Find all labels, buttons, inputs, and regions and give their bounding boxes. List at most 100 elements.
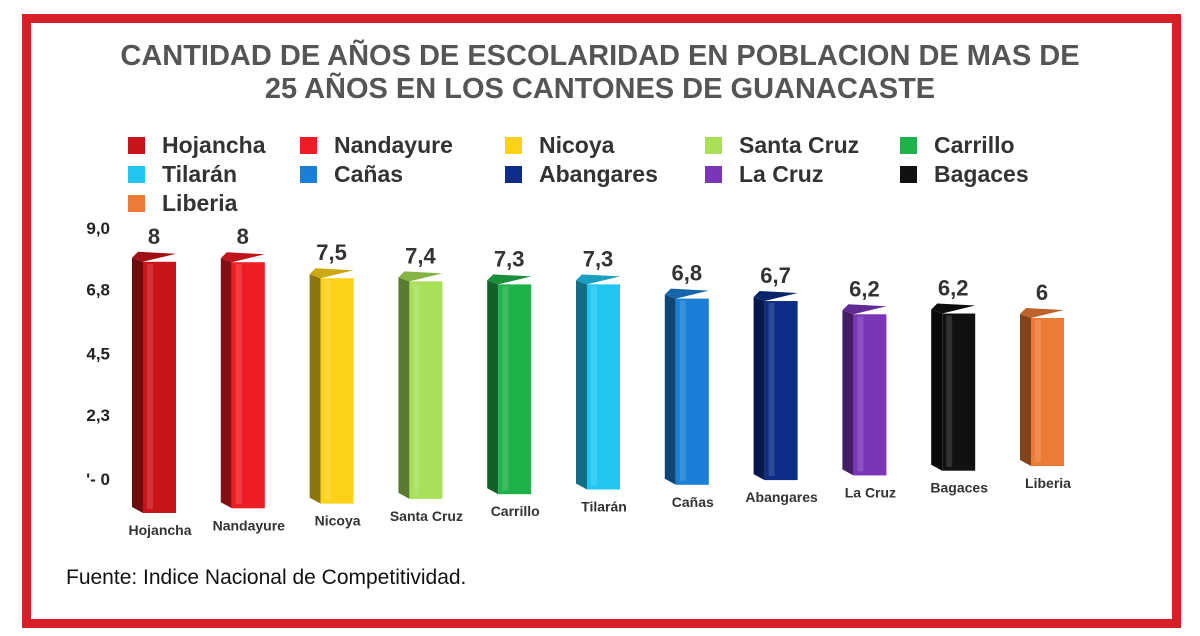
- legend-item-nicoya: Nicoya: [505, 132, 614, 158]
- y-tick-label: 9,0: [86, 219, 110, 238]
- x-tick-label: Hojancha: [128, 522, 191, 538]
- legend-swatch: [705, 136, 722, 154]
- bar-top: [664, 288, 709, 299]
- legend-label: Abangares: [539, 160, 658, 187]
- title-line-1: CANTIDAD DE AÑOS DE ESCOLARIDAD EN POBLA…: [120, 40, 1080, 72]
- bar-top: [220, 252, 265, 263]
- legend-item-carrillo: Carrillo: [900, 132, 1015, 158]
- bar-side: [576, 280, 587, 490]
- data-label: 8: [237, 224, 249, 249]
- data-label: 7,3: [583, 246, 614, 271]
- legend-item-hojancha: Hojancha: [128, 132, 266, 158]
- legend-swatch: [705, 165, 722, 183]
- bar-side: [132, 257, 143, 513]
- legend-label: Bagaces: [934, 160, 1029, 187]
- legend-label: La Cruz: [739, 160, 824, 187]
- legend-item-tilaran: Tilarán: [128, 161, 237, 187]
- bar-top: [398, 271, 443, 282]
- bar-top: [931, 303, 976, 314]
- chart-title: CANTIDAD DE AÑOS DE ESCOLARIDAD EN POBLA…: [0, 40, 1200, 106]
- bar-highlight: [857, 316, 864, 472]
- legend-swatch: [128, 165, 145, 183]
- data-label: 6,7: [760, 263, 791, 288]
- legend-label: Nandayure: [334, 131, 453, 158]
- bar-highlight: [235, 264, 242, 505]
- bar-highlight: [1035, 320, 1041, 462]
- bar-top: [753, 291, 798, 302]
- bar-abangares: [753, 291, 798, 481]
- x-tick-label: Abangares: [745, 489, 818, 505]
- bar-side: [753, 297, 765, 481]
- bar-highlight: [591, 286, 597, 486]
- bar-side: [309, 274, 321, 504]
- legend-swatch: [900, 165, 917, 183]
- bar-side: [931, 309, 943, 471]
- legend-label: Tilarán: [162, 160, 237, 187]
- legend-item-bagaces: Bagaces: [900, 161, 1029, 187]
- legend-swatch: [505, 136, 522, 154]
- bar-highlight: [679, 300, 686, 481]
- legend-label: Liberia: [162, 189, 238, 216]
- bar-highlight: [768, 303, 775, 477]
- data-label: 6,2: [849, 276, 880, 301]
- data-label: 6,8: [672, 261, 703, 286]
- bar-la-cruz: [842, 304, 887, 476]
- data-label: 7,4: [405, 243, 436, 268]
- bar-canas: [664, 288, 709, 485]
- legend-swatch: [900, 136, 917, 154]
- data-label: 7,5: [316, 240, 347, 265]
- bar-nandayure: [220, 252, 265, 509]
- bar-side: [487, 280, 499, 495]
- bar-top: [487, 274, 532, 285]
- x-tick-label: Bagaces: [930, 480, 988, 496]
- bar-nicoya: [309, 268, 354, 504]
- bar-top: [132, 251, 176, 262]
- bar-highlight: [147, 263, 153, 509]
- bar-side: [664, 294, 676, 485]
- legend-swatch: [300, 136, 317, 154]
- legend-label: Cañas: [334, 160, 404, 187]
- bar-hojancha: [132, 251, 176, 513]
- legend-label: Carrillo: [934, 131, 1015, 158]
- source-note: Fuente: Indice Nacional de Competitivida…: [66, 566, 467, 589]
- y-tick-label: '- 0: [86, 470, 110, 489]
- x-tick-label: Cañas: [672, 494, 714, 510]
- bar-highlight: [946, 315, 953, 467]
- legend-label: Hojancha: [162, 131, 266, 158]
- data-label: 6: [1036, 280, 1048, 305]
- bar-side: [398, 277, 410, 499]
- bar-santa-cruz: [398, 271, 443, 499]
- y-tick-label: 4,5: [86, 345, 110, 364]
- bar-top: [576, 274, 620, 285]
- bar-top: [842, 304, 887, 315]
- legend-swatch: [128, 136, 145, 154]
- legend-label: Nicoya: [539, 131, 615, 158]
- legend-swatch: [128, 194, 145, 212]
- data-label: 6,2: [938, 276, 969, 301]
- bar-highlight: [413, 283, 420, 495]
- x-tick-label: La Cruz: [845, 484, 896, 500]
- data-label: 7,3: [494, 246, 525, 271]
- bar-side: [220, 258, 232, 509]
- title-line-2: 25 AÑOS EN LOS CANTONES DE GUANACASTE: [264, 73, 936, 105]
- legend-swatch: [505, 165, 522, 183]
- x-tick-label: Nicoya: [315, 513, 361, 529]
- bar-side: [1020, 314, 1031, 466]
- bar-top: [1020, 308, 1064, 318]
- bar-tilaran: [576, 274, 620, 490]
- legend-item-abangares: Abangares: [505, 161, 658, 187]
- legend-item-santa-cruz: Santa Cruz: [705, 132, 859, 158]
- bar-bagaces: [931, 303, 976, 471]
- bar-top: [309, 268, 354, 279]
- legend-item-liberia: Liberia: [128, 190, 237, 216]
- x-tick-label: Carrillo: [491, 503, 540, 519]
- y-tick-label: 6,8: [86, 280, 110, 299]
- legend-label: Santa Cruz: [739, 131, 860, 158]
- bar-carrillo: [487, 274, 532, 495]
- legend-item-canas: Cañas: [300, 161, 403, 187]
- data-label: 8: [148, 224, 160, 249]
- y-tick-label: 2,3: [86, 406, 110, 425]
- x-tick-label: Santa Cruz: [390, 508, 463, 524]
- bar-highlight: [502, 286, 509, 491]
